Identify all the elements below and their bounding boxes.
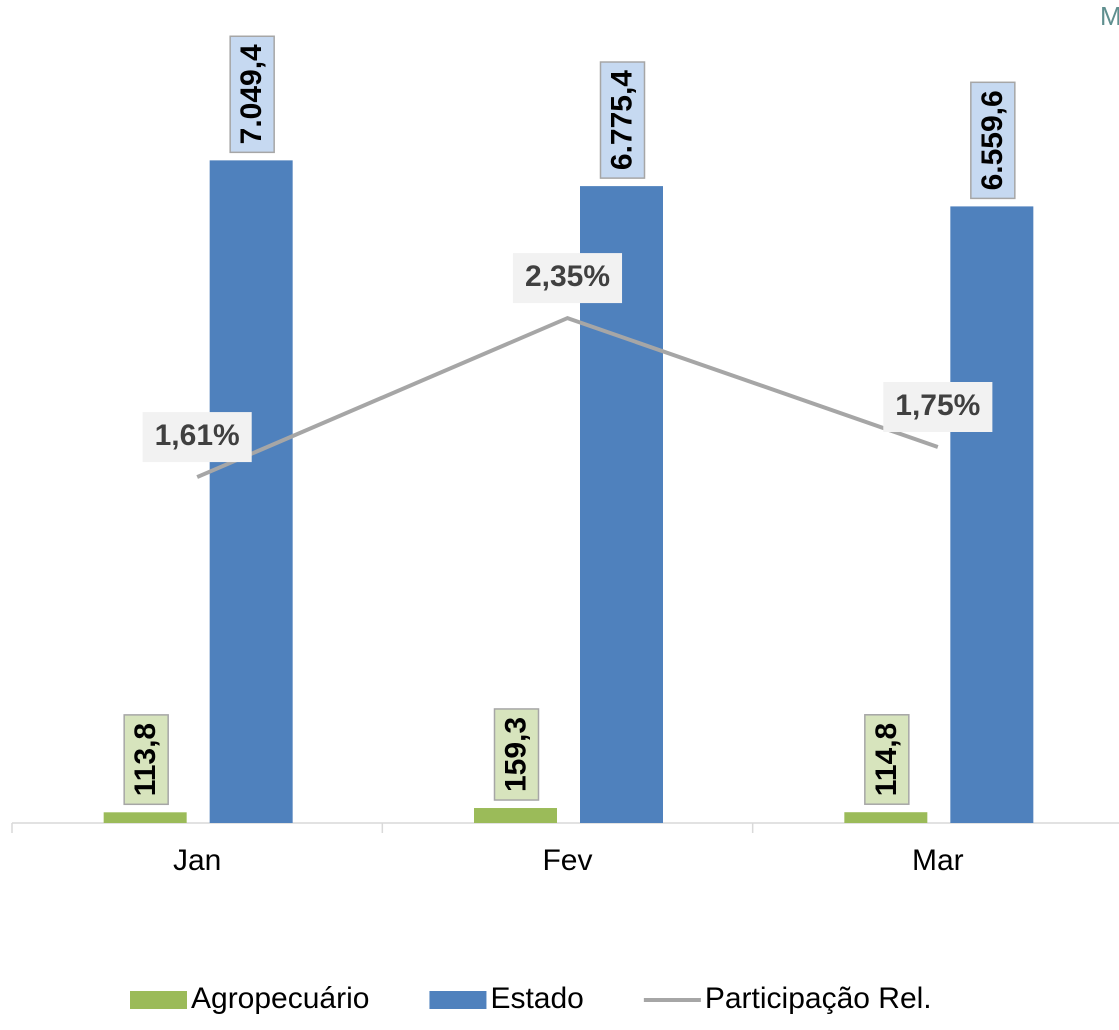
bar — [209, 160, 293, 824]
data-label-text: 113,8 — [129, 723, 162, 796]
data-label-box — [599, 61, 646, 179]
legend-label: Participação Rel. — [705, 982, 932, 1015]
data-label-text: 159,3 — [499, 717, 532, 792]
data-label-text: 1,61% — [155, 419, 240, 452]
data-label-text: 7.049,4 — [235, 44, 268, 144]
legend-swatch — [130, 991, 187, 1009]
bar — [103, 812, 187, 823]
data-label: 114,8 — [864, 714, 910, 805]
x-tick-label: Jan — [173, 844, 221, 877]
data-label-text: 6.775,4 — [605, 70, 638, 170]
data-label-text: 1,75% — [895, 389, 980, 422]
x-tick-label: Fev — [542, 844, 592, 877]
annotation: M — [1100, 1, 1119, 31]
x-tick-label: Mar — [912, 844, 964, 877]
data-label-text: 2,35% — [525, 260, 610, 293]
data-label-box — [142, 412, 252, 463]
data-label-box — [493, 708, 540, 801]
bar — [950, 206, 1034, 824]
data-label-box — [970, 81, 1016, 200]
data-label-box — [864, 714, 910, 805]
data-label-box — [229, 35, 275, 154]
legend-label: Estado — [490, 982, 583, 1015]
data-label-text: 114,8 — [870, 723, 903, 796]
data-label: 159,3 — [493, 708, 540, 801]
data-label-text: 6.559,6 — [976, 90, 1009, 190]
bar — [474, 808, 557, 823]
data-label: 113,8 — [123, 714, 169, 806]
data-label: 1,61% — [142, 412, 252, 463]
data-label: 2,35% — [512, 253, 623, 304]
data-label-box — [883, 382, 993, 432]
line — [196, 315, 939, 479]
legend-label: Agropecuário — [191, 982, 369, 1015]
legend-swatch — [429, 991, 487, 1009]
data-label: 6.775,4 — [599, 61, 646, 179]
data-label: 7.049,4 — [229, 35, 275, 154]
bar — [844, 812, 928, 823]
data-label: 6.559,6 — [970, 81, 1016, 200]
data-label: 1,75% — [883, 382, 993, 432]
data-label-box — [512, 253, 623, 304]
data-label-box — [123, 714, 169, 806]
